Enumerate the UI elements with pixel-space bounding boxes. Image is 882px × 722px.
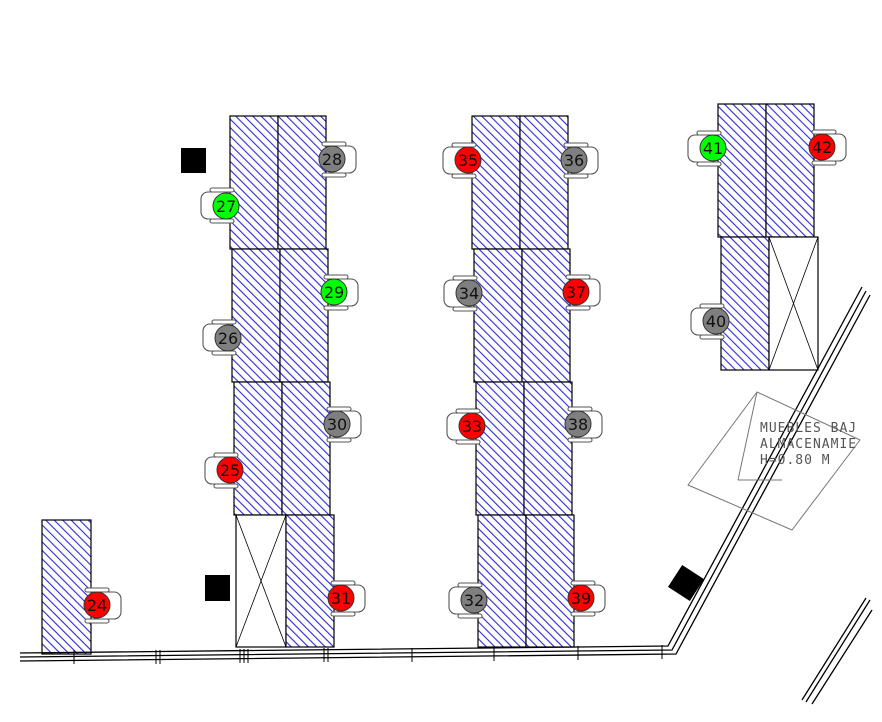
seat-28[interactable]: 28 (318, 141, 357, 178)
seat-number: 28 (322, 150, 342, 169)
seat-marker (318, 145, 346, 173)
seat-number: 39 (571, 589, 591, 608)
seat-25[interactable]: 25 (204, 452, 244, 489)
seat-number: 36 (564, 151, 584, 170)
seat-24[interactable]: 24 (83, 587, 122, 624)
seat-marker (460, 586, 488, 614)
seat-number: 32 (464, 591, 484, 610)
seat-35[interactable]: 35 (442, 142, 482, 179)
desk (473, 248, 523, 383)
seat-41[interactable]: 41 (687, 130, 727, 167)
seat-40[interactable]: 40 (690, 303, 730, 340)
seat-marker (699, 134, 727, 162)
seat-32[interactable]: 32 (448, 582, 488, 619)
seat-number: 35 (458, 151, 478, 170)
furniture-note-line3: H=0.80 M (760, 453, 831, 468)
seat-30[interactable]: 30 (323, 406, 362, 443)
seat-number: 31 (331, 589, 351, 608)
desk (765, 103, 815, 238)
desk (281, 381, 331, 516)
seat-38[interactable]: 38 (564, 406, 603, 443)
seat-number: 24 (87, 596, 107, 615)
desk-column-1 (229, 115, 335, 648)
seat-number: 42 (812, 138, 832, 157)
desk (41, 519, 92, 655)
seat-number: 40 (706, 312, 726, 331)
seat-37[interactable]: 37 (562, 274, 601, 311)
seat-number: 41 (703, 139, 723, 158)
seat-marker (216, 456, 244, 484)
seat-27[interactable]: 27 (200, 187, 240, 224)
structural-column (668, 565, 704, 601)
desk (279, 248, 329, 383)
seat-marker (458, 412, 486, 440)
desk-column-2 (471, 115, 575, 648)
desk (285, 514, 335, 648)
seat-36[interactable]: 36 (560, 142, 599, 179)
structural-column (181, 148, 206, 173)
seat-marker (455, 279, 483, 307)
seat-marker (320, 278, 348, 306)
seat-number: 26 (218, 329, 238, 348)
seat-marker (83, 591, 111, 619)
seat-number: 34 (459, 284, 479, 303)
seat-26[interactable]: 26 (202, 319, 242, 356)
seat-42[interactable]: 42 (808, 129, 847, 166)
seat-29[interactable]: 29 (320, 274, 359, 311)
seat-marker (567, 584, 595, 612)
seat-marker (562, 278, 590, 306)
seat-number: 25 (220, 461, 240, 480)
seat-marker (808, 133, 836, 161)
desk (519, 115, 569, 250)
low-furniture-outline (687, 391, 861, 531)
desk (231, 248, 281, 383)
desk (717, 103, 767, 238)
seat-marker (560, 146, 588, 174)
desk (523, 381, 573, 516)
seat-marker (327, 584, 355, 612)
seat-number: 37 (566, 283, 586, 302)
desk (475, 381, 525, 516)
seat-34[interactable]: 34 (443, 275, 483, 312)
desk (233, 381, 283, 516)
furniture-note-line2: ALMACENAMIE (760, 437, 857, 452)
seat-marker (323, 410, 351, 438)
desk (471, 115, 521, 250)
seat-marker (702, 307, 730, 335)
seat-33[interactable]: 33 (446, 408, 486, 445)
wall-ticks (73, 645, 663, 664)
seat-number: 38 (568, 415, 588, 434)
desk-column-3 (717, 103, 819, 371)
seat-number: 27 (216, 197, 236, 216)
seat-number: 30 (327, 415, 347, 434)
structural-column (205, 575, 230, 601)
seat-number: 33 (462, 417, 482, 436)
desk (720, 236, 770, 371)
desk (277, 115, 327, 250)
seat-marker (212, 192, 240, 220)
desk (521, 248, 571, 383)
seat-marker (564, 410, 592, 438)
desk (229, 115, 279, 250)
seat-39[interactable]: 39 (567, 580, 606, 617)
seat-number: 29 (324, 283, 344, 302)
seat-31[interactable]: 31 (327, 580, 366, 617)
seat-marker (214, 324, 242, 352)
desk (477, 514, 527, 648)
seat-marker (454, 146, 482, 174)
furniture-note-line1: MUEBLES BAJ (760, 421, 857, 436)
desk (525, 514, 575, 648)
